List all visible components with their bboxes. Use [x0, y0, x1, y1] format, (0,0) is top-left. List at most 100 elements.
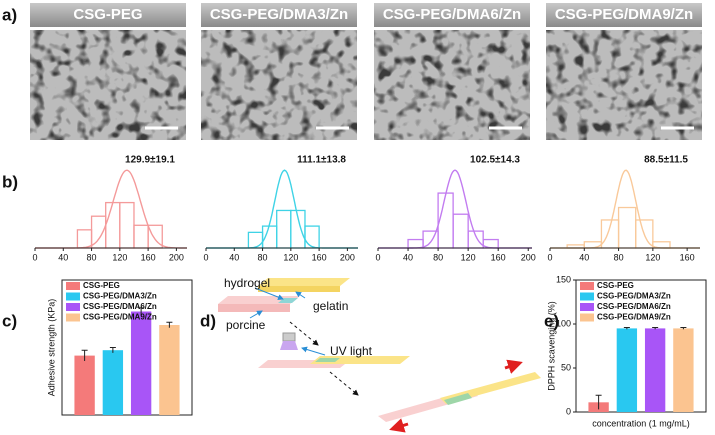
sem-title: CSG-PEG/DMA3/Zn: [210, 6, 348, 23]
panel-label: a): [2, 5, 17, 24]
x-tick-label: 0: [375, 252, 380, 262]
sem-texture: [30, 30, 186, 140]
legend-swatch: [580, 303, 594, 311]
arrow: [295, 291, 306, 299]
error-bar: [81, 349, 88, 361]
x-tick-label: 120: [461, 252, 476, 262]
y-axis-label: DPPH scavenging (%): [546, 301, 556, 391]
histogram-bar: [76, 229, 93, 249]
sem-title: CSG-PEG: [73, 6, 142, 23]
fit-curve: [35, 169, 187, 249]
legend-label: CSG-PEG/DMA6/Zn: [83, 302, 157, 311]
arrow: [329, 371, 359, 396]
panel-label: d): [200, 311, 216, 330]
bar: [102, 350, 124, 415]
bar: [644, 328, 666, 412]
error-bar: [138, 307, 145, 316]
x-tick-label: 40: [403, 252, 413, 262]
x-tick-label: 80: [87, 252, 97, 262]
x-tick-label: 200: [340, 252, 355, 262]
histogram-bar: [247, 231, 264, 249]
x-tick-label: 120: [283, 252, 298, 262]
sem-texture: [374, 30, 530, 140]
sem-panel: CSG-PEG/DMA3/Zn: [201, 3, 357, 140]
legend-label: CSG-PEG: [83, 281, 120, 290]
histogram-bar: [276, 209, 292, 249]
gelatin-side: [258, 286, 340, 292]
histogram-bar: [437, 192, 454, 249]
x-tick-label: 0: [32, 252, 37, 262]
x-tick-label: 80: [614, 252, 624, 262]
x-tick-label: 200: [521, 252, 536, 262]
diagram-label: hydrogel: [224, 276, 270, 290]
pull-arrow: [389, 418, 409, 433]
sem-title: CSG-PEG/DMA6/Zn: [383, 6, 521, 23]
plot-frame: [575, 279, 707, 413]
legend-swatch: [580, 292, 594, 301]
x-tick-label: 200: [169, 252, 184, 262]
legend-label: CSG-PEG/DMA3/Zn: [83, 292, 157, 301]
legend-label: CSG-PEG/DMA6/Zn: [597, 302, 671, 311]
histogram-bar: [105, 201, 121, 249]
x-tick-label: 120: [645, 252, 660, 262]
x-tick-label: 160: [312, 252, 327, 262]
sem-panel: CSG-PEG/DMA6/Zn: [374, 3, 530, 140]
plot-frame: [61, 279, 193, 416]
diagram-label: porcine: [226, 318, 266, 332]
legend-swatch: [66, 282, 80, 290]
arrow: [254, 287, 284, 300]
x-tick-label: 120: [112, 252, 127, 262]
histogram-bar: [467, 230, 484, 249]
gelatin-top: [258, 278, 350, 286]
bar: [74, 355, 95, 415]
histogram-bar: [119, 201, 135, 249]
x-axis-label: concentration (1 mg/mL): [592, 418, 690, 428]
fit-curve: [550, 169, 700, 249]
arrow: [289, 321, 319, 346]
x-tick-label: 40: [229, 252, 239, 262]
joint: [444, 393, 472, 405]
x-tick-label: 160: [680, 252, 695, 262]
x-tick-label: 160: [491, 252, 506, 262]
y-tick-label: 150: [556, 274, 571, 284]
fit-curve: [378, 169, 532, 249]
arrow: [249, 310, 263, 319]
error-bar: [623, 327, 630, 330]
sem-header: [201, 3, 357, 27]
panel-label: b): [2, 172, 18, 191]
annotation: 88.5±11.5: [644, 155, 688, 166]
uv-beam: [280, 341, 298, 350]
sem-panel: CSG-PEG: [30, 3, 186, 140]
legend-swatch: [66, 313, 80, 322]
x-tick-label: 0: [547, 252, 552, 262]
sem-texture: [201, 30, 357, 140]
bar: [130, 311, 152, 415]
y-axis-label: Adhesive strength (KPa): [46, 299, 56, 397]
panel-label: c): [2, 311, 17, 330]
histogram-bar: [133, 224, 149, 249]
y-tick-label: 100: [556, 318, 571, 328]
arrow: [301, 346, 326, 356]
legend-label: CSG-PEG/DMA9/Zn: [83, 313, 157, 322]
error-bar: [595, 394, 602, 410]
annotation: 129.9±19.1: [125, 155, 175, 166]
legend-label: CSG-PEG: [597, 281, 634, 290]
legend-swatch: [580, 282, 594, 290]
sem-texture: [546, 30, 702, 140]
histogram-bar: [407, 238, 424, 249]
x-tick-label: 80: [258, 252, 268, 262]
error-bar: [109, 347, 116, 353]
x-tick-label: 40: [579, 252, 589, 262]
sem-header: [546, 3, 702, 27]
panel-label: e): [544, 311, 559, 330]
diagram-label: gelatin: [313, 299, 348, 313]
diagram: hydrogel gelatin porcine UV light: [218, 276, 541, 433]
x-tick-label: 40: [58, 252, 68, 262]
x-tick-label: 0: [203, 252, 208, 262]
diagram-label: UV light: [330, 344, 373, 358]
x-tick-label: 80: [433, 252, 443, 262]
sem-title: CSG-PEG/DMA9/Zn: [555, 6, 693, 23]
sem-header: [374, 3, 530, 27]
bar: [159, 325, 180, 415]
